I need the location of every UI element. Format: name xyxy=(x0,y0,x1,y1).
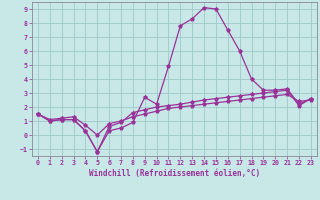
X-axis label: Windchill (Refroidissement éolien,°C): Windchill (Refroidissement éolien,°C) xyxy=(89,169,260,178)
